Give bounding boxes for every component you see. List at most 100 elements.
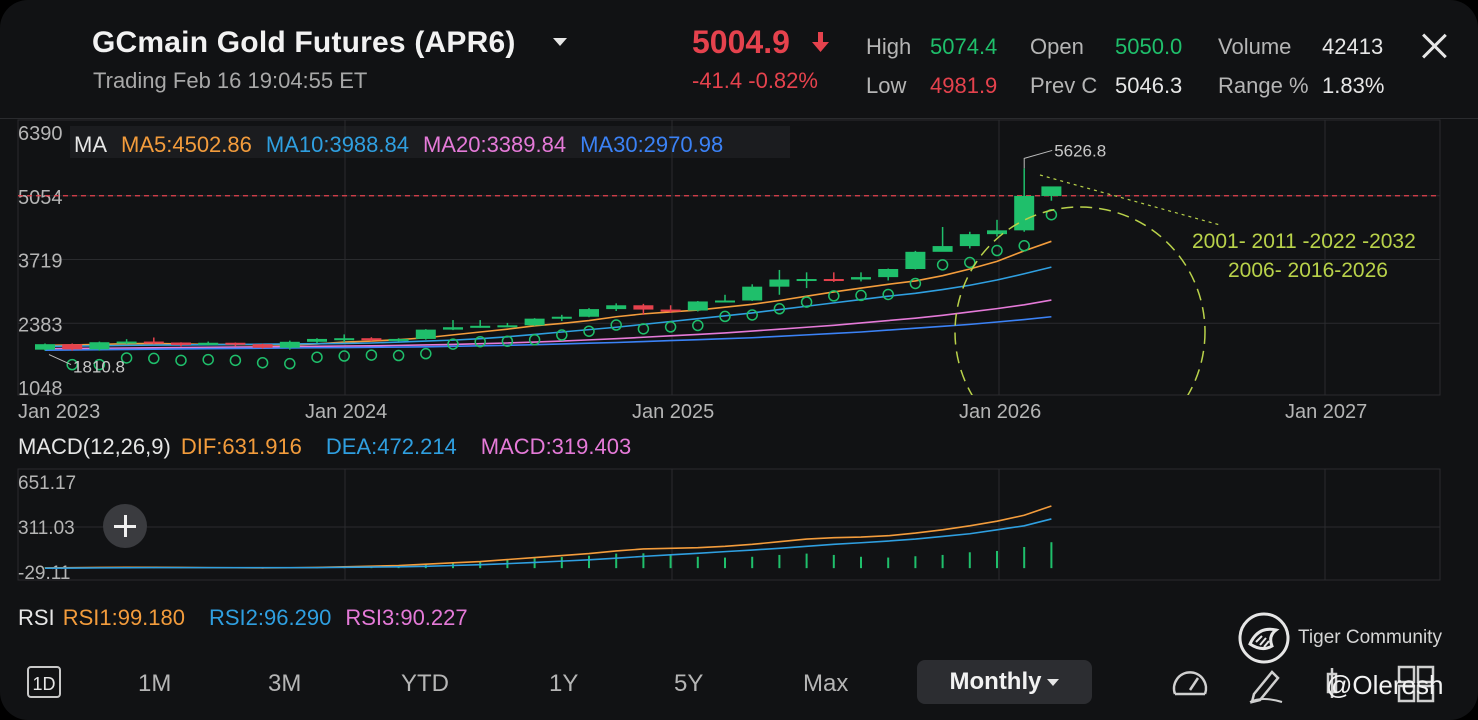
candle-body [633,305,654,310]
candle-body [551,316,572,319]
macd-y-tick-label: 311.03 [18,518,75,539]
sar-marker [991,244,1003,257]
stat-volume-label: Volume [1218,34,1292,59]
macd-dif-value: DIF:631.916 [180,434,302,459]
rsi1-value: RSI1:99.180 [62,605,185,630]
candle-body [497,325,518,328]
period-1d-button[interactable]: 1D [27,666,61,698]
candle-body [524,318,545,326]
period-1y-button[interactable]: 1Y [549,670,579,697]
cycle-annotation-line2: 2006- 2016-2026 [1228,259,1388,282]
draw-pen-icon[interactable] [1246,664,1286,704]
sar-marker [284,357,296,370]
candle-body [415,329,436,339]
period-max-button[interactable]: Max [803,670,849,697]
period-1m-button[interactable]: 1M [138,670,172,697]
stat-low-value: 4981.9 [930,73,998,98]
price-change: -41.4 -0.82% [692,68,818,93]
sar-marker [93,358,106,371]
candle-body [660,309,681,312]
candle-body [279,341,300,348]
candle-body [334,338,355,341]
ma30-value: MA30:2970.98 [580,132,724,157]
ma-label: MA [74,132,107,157]
x-tick-label: Jan 2023 [18,401,100,423]
sar-marker [692,319,704,332]
sar-marker [936,259,949,271]
ma-legend: MA MA5:4502.86 MA10:3988.84 MA20:3389.84 MA3… [74,132,737,158]
ma10-value: MA10:3988.84 [265,132,409,157]
sar-marker [148,352,160,365]
candle-body [959,234,980,247]
candle-body [225,342,246,345]
sar-marker [909,277,922,290]
candle-body [62,344,83,350]
low-annotation-label: 1810.8 [73,358,125,377]
period-ytd-button[interactable]: YTD [401,670,449,697]
candle-body [932,246,953,252]
candle-body [905,251,926,269]
candle-body [987,230,1007,235]
period-5y-button[interactable]: 5Y [674,670,704,697]
y-tick-label: 5054 [18,187,63,209]
sar-marker [664,321,677,333]
high-annotation-leader [1023,149,1053,169]
candle-body [1041,186,1062,196]
trend-dotted-line [1039,174,1221,226]
ma20-line [44,299,1052,350]
sar-marker [828,290,840,302]
x-tick-label: Jan 2025 [632,401,714,423]
sar-marker [338,350,350,362]
macd-legend: MACD(12,26,9) DIF:631.916 DEA:472.214 MACD:… [18,434,645,460]
interval-monthly-label: Monthly [949,668,1042,695]
macd-hist-value: MACD:319.403 [480,434,632,459]
stat-prevc-value: 5046.3 [1115,73,1183,98]
period-3m-button[interactable]: 3M [268,670,302,697]
sar-marker [501,335,514,347]
interval-monthly-dropdown[interactable]: Monthly [917,660,1092,704]
candle-body [443,327,463,330]
stat-low-label: Low [866,73,907,98]
y-tick-label: 3719 [18,251,63,273]
y-tick-label: 2383 [18,314,63,336]
low-annotation-leader [48,354,72,366]
speedometer-icon[interactable] [1170,664,1210,704]
x-tick-label: Jan 2027 [1285,401,1367,423]
macd-dif-line [44,505,1052,569]
tiger-logo-icon [1238,612,1290,664]
ma30-line [44,315,1052,351]
stat-volume-value: 42413 [1322,34,1384,59]
candlestick-settings-icon[interactable] [1322,664,1362,704]
candle-body [198,342,219,345]
stat-range-label: Range % [1218,73,1309,98]
candle-body [579,309,599,317]
instrument-dropdown-caret-icon[interactable] [553,38,567,46]
header-divider [0,118,1478,119]
chevron-down-icon [1047,679,1060,687]
macd-dea-value: DEA:472.214 [325,434,457,459]
layout-grid-icon[interactable] [1396,664,1436,704]
cycle-circle-annotation [954,206,1206,395]
instrument-title[interactable]: GCmain Gold Futures (APR6) [92,26,516,59]
candle-body [878,268,899,278]
sar-marker [746,309,758,321]
tiger-community-label: Tiger Community [1298,627,1442,648]
sar-marker [66,358,78,371]
candle-body [769,279,790,287]
macd-y-tick-label: -29.11 [18,563,70,584]
sar-marker [855,289,867,302]
candle-body [1014,195,1035,231]
sar-marker [474,335,486,348]
macd-panel-frame [17,468,1441,581]
add-indicator-button[interactable] [103,504,147,548]
stat-range-value: 1.83% [1322,73,1385,98]
candle-body [742,286,763,301]
y-tick-label: 6390 [18,123,63,145]
ma-legend-background [70,126,790,158]
sar-marker [311,351,323,363]
candle-body [687,301,708,311]
sar-marker [882,288,894,301]
rsi-legend: RSI RSI1:99.180 RSI2:96.290 RSI3:90.227 [18,605,482,631]
